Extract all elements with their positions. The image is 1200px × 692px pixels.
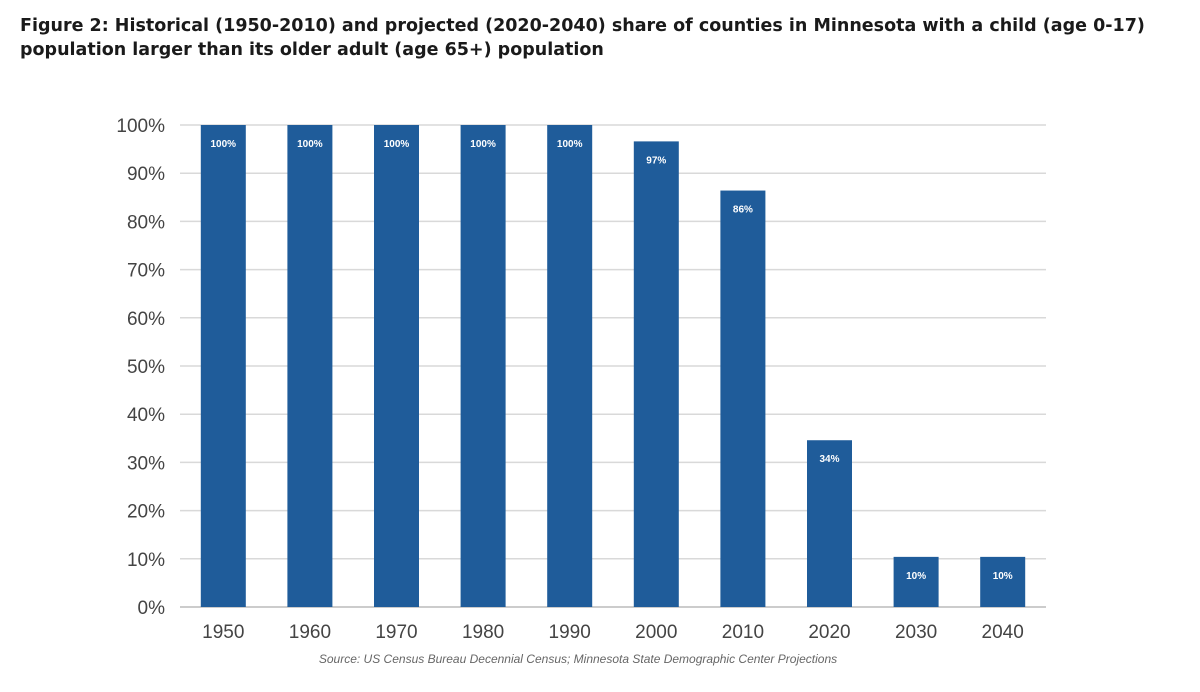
- bar-2040: [980, 556, 1026, 607]
- bar-2030: [893, 556, 939, 607]
- bar-1980: [460, 125, 506, 607]
- bar-2010: [720, 190, 766, 607]
- bar-1970: [374, 125, 419, 607]
- x-tick-label: 2020: [808, 622, 850, 643]
- data-label: 10%: [906, 571, 926, 582]
- y-tick-label: 100%: [116, 116, 165, 137]
- data-label: 10%: [993, 571, 1013, 582]
- bar-1950: [200, 125, 246, 607]
- data-label: 100%: [211, 139, 237, 150]
- y-tick-label: 30%: [127, 453, 165, 474]
- data-label: 100%: [384, 139, 410, 150]
- y-tick-label: 90%: [127, 164, 165, 185]
- data-label: 86%: [733, 205, 753, 216]
- data-label: 97%: [646, 155, 666, 166]
- bar-2020: [807, 440, 852, 607]
- x-tick-label: 2000: [635, 622, 677, 643]
- y-tick-label: 80%: [127, 212, 165, 233]
- bar-2000: [633, 141, 679, 607]
- data-label: 34%: [819, 454, 839, 465]
- bar-1960: [287, 125, 333, 607]
- y-tick-label: 20%: [127, 502, 165, 523]
- x-tick-label: 2040: [982, 622, 1024, 643]
- x-tick-label: 1950: [202, 622, 244, 643]
- chart-title: Figure 2: Historical (1950-2010) and pro…: [20, 16, 1145, 60]
- y-tick-label: 70%: [127, 261, 165, 282]
- x-tick-label: 1980: [462, 622, 504, 643]
- y-tick-label: 0%: [138, 598, 166, 619]
- x-tick-label: 2030: [895, 622, 937, 643]
- x-tick-label: 1960: [289, 622, 331, 643]
- data-label: 100%: [297, 139, 323, 150]
- source-note: Source: US Census Bureau Decennial Censu…: [319, 652, 837, 666]
- y-tick-label: 50%: [127, 357, 165, 378]
- data-label: 100%: [557, 139, 583, 150]
- y-tick-label: 10%: [127, 550, 165, 571]
- y-tick-label: 60%: [127, 309, 165, 330]
- data-label: 100%: [470, 139, 496, 150]
- bar-1990: [547, 125, 593, 607]
- x-tick-label: 1990: [549, 622, 591, 643]
- y-tick-label: 40%: [127, 405, 165, 426]
- x-tick-label: 2010: [722, 622, 764, 643]
- x-tick-label: 1970: [375, 622, 417, 643]
